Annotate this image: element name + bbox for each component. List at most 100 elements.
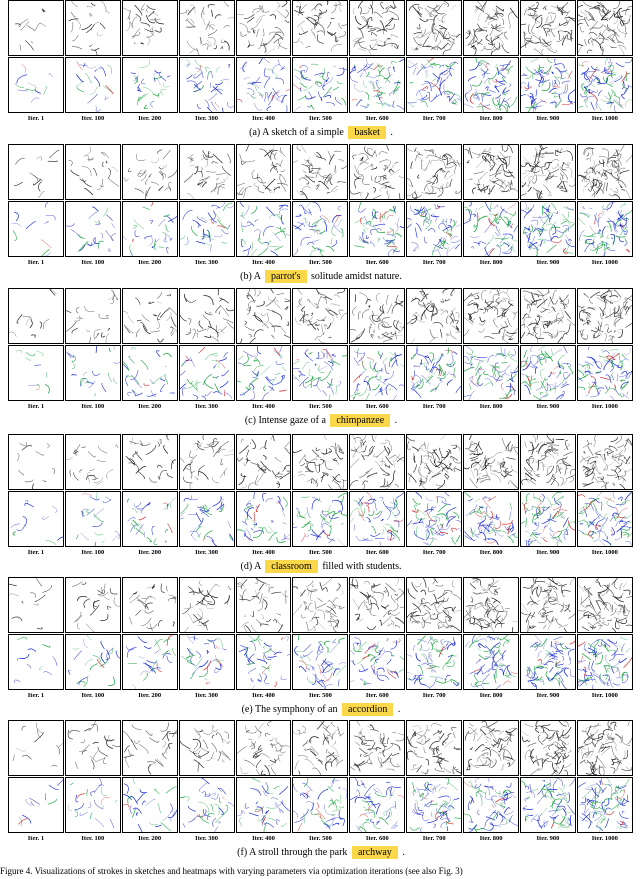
sketch-tile	[64, 434, 121, 490]
sketch-image	[183, 150, 231, 199]
panel-caption: (f) A stroll through the park archway .	[8, 844, 634, 864]
sketch-tile	[349, 0, 406, 56]
panel-caption: (e) The symphony of an accordion .	[8, 701, 634, 721]
iteration-label: Iter. 1	[27, 549, 45, 556]
iteration-label: Iter. 400	[252, 403, 275, 410]
sketch-tile	[520, 288, 576, 344]
heatmap-tile	[178, 57, 235, 113]
iteration-label: Iter. 500	[308, 692, 332, 699]
sketch-tile	[178, 720, 235, 776]
sketch-image	[350, 435, 405, 489]
heatmap-tile	[235, 777, 292, 833]
sketch-tile	[64, 720, 121, 776]
stroke-heatmap-image	[13, 637, 58, 683]
sketch-tile	[8, 720, 64, 776]
heatmap-tile	[64, 345, 121, 401]
sketch-tile	[121, 0, 178, 56]
heatmap-row	[8, 634, 634, 690]
heatmap-tile	[178, 345, 235, 401]
stroke-heatmap-image	[179, 495, 234, 546]
heatmap-tile	[121, 491, 178, 547]
heatmap-row	[8, 201, 634, 257]
sketch-image	[350, 145, 405, 199]
stroke-heatmap-image	[122, 778, 177, 832]
sketch-image	[179, 289, 234, 343]
stroke-heatmap-image	[521, 778, 575, 829]
iteration-label: Iter. 800	[479, 549, 503, 556]
stroke-heatmap-image	[14, 63, 54, 104]
sketch-tile	[349, 577, 406, 633]
iteration-label-row: Iter. 1 Iter. 100 Iter. 200 Iter. 300 Iter. …	[8, 402, 634, 412]
iteration-label: Iter. 800	[479, 835, 503, 842]
sketch-tile	[64, 144, 121, 200]
sketch-tile	[121, 434, 178, 490]
iteration-label: Iter. 900	[536, 549, 560, 556]
stroke-heatmap-image	[67, 778, 118, 829]
sketch-tile	[8, 577, 64, 633]
sketch-tile	[406, 144, 463, 200]
heatmap-tile	[292, 345, 349, 401]
sketch-image	[464, 435, 519, 489]
heatmap-row	[8, 345, 634, 401]
stroke-heatmap-image	[464, 492, 519, 546]
sketch-image	[67, 721, 120, 770]
heatmap-tile	[235, 201, 292, 257]
heatmap-tile	[463, 491, 520, 547]
heatmap-tile	[292, 777, 349, 833]
sketch-tile	[235, 720, 292, 776]
sketch-image	[122, 3, 164, 45]
heatmap-tile	[178, 491, 235, 547]
sketch-tile	[406, 577, 463, 633]
sketch-tile	[463, 144, 520, 200]
heatmap-tile	[463, 345, 520, 401]
iteration-label: Iter. 600	[365, 115, 389, 122]
stroke-heatmap-image	[75, 492, 120, 546]
sketch-row	[8, 577, 634, 633]
iteration-label: Iter. 100	[81, 692, 105, 699]
iteration-label-row: Iter. 1 Iter. 100 Iter. 200 Iter. 300 Iter. …	[8, 548, 634, 558]
panel-caption: (b) A parrot's solitude amidst nature.	[8, 268, 634, 288]
sketch-image	[15, 8, 47, 51]
sketch-image	[236, 145, 288, 199]
stroke-heatmap-image	[525, 635, 575, 689]
stroke-heatmap-image	[350, 492, 405, 546]
stroke-heatmap-image	[350, 778, 405, 832]
sketch-image	[407, 147, 462, 199]
caption-suffix: .	[394, 415, 398, 426]
sketch-tile	[64, 0, 121, 56]
heatmap-row	[8, 491, 634, 547]
caption-prefix: (a) A sketch of a simple	[249, 127, 344, 138]
heatmap-tile	[349, 201, 406, 257]
sketch-tile	[8, 0, 64, 56]
heatmap-tile	[520, 345, 576, 401]
sketch-image	[521, 289, 575, 343]
heatmap-tile	[8, 777, 64, 833]
sketch-tile	[178, 288, 235, 344]
stroke-heatmap-image	[521, 492, 575, 546]
sketch-tile	[64, 288, 121, 344]
sketch-image	[521, 2, 575, 55]
caption-suffix: .	[390, 127, 393, 138]
iteration-label: Iter. 1000	[591, 259, 618, 266]
sketch-tile	[8, 434, 64, 490]
panel-caption: (a) A sketch of a simple basket .	[8, 124, 634, 144]
sketch-image	[521, 145, 575, 199]
stroke-heatmap-image	[464, 346, 519, 400]
heatmap-tile	[463, 634, 520, 690]
sketch-tile	[463, 720, 520, 776]
sketch-image	[464, 721, 519, 771]
heatmap-tile	[463, 57, 520, 113]
sketch-tile	[406, 434, 463, 490]
sketch-image	[350, 292, 405, 343]
heatmap-tile	[235, 491, 292, 547]
heatmap-tile	[406, 201, 463, 257]
figure-panel: Iter. 1 Iter. 100 Iter. 200 Iter. 300 Iter. …	[8, 144, 634, 288]
stroke-heatmap-image	[236, 492, 291, 543]
sketch-tile	[463, 434, 520, 490]
sketch-image	[124, 149, 177, 199]
sketch-image	[353, 1, 400, 55]
heatmap-row	[8, 57, 634, 113]
sketch-tile	[178, 434, 235, 490]
stroke-heatmap-image	[16, 350, 50, 394]
figure-footer-caption: Figure 4. Visualizations of strokes in s…	[0, 866, 463, 876]
